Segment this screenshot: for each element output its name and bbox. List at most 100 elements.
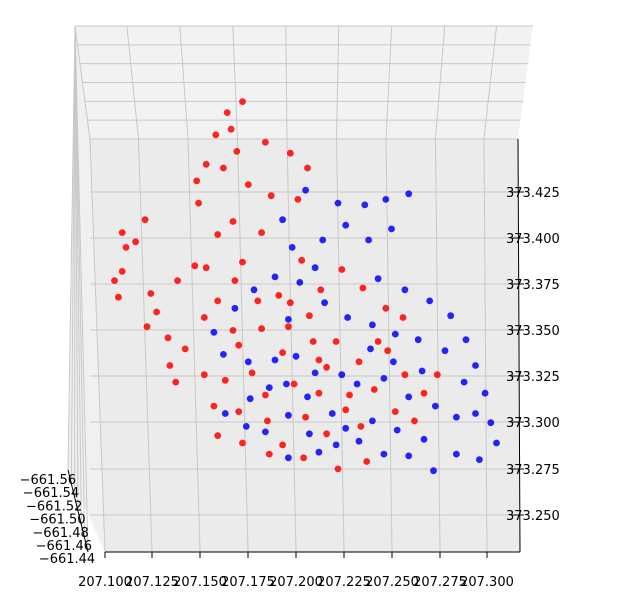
y-tick-label: −661.44 <box>39 552 95 567</box>
data-point-series-1 <box>202 160 210 168</box>
grid-line-y-left <box>74 25 82 525</box>
pane-floor <box>90 139 520 552</box>
z-tick-label: 373.400 <box>506 232 560 247</box>
data-point-series-1 <box>382 304 390 312</box>
data-point-series-1 <box>118 268 126 275</box>
data-point-series-2 <box>342 424 350 432</box>
data-point-series-1 <box>370 386 378 393</box>
data-point-series-2 <box>321 299 328 307</box>
z-tick-label: 373.425 <box>506 186 560 201</box>
x-tick-label: 207.300 <box>460 575 514 590</box>
data-point-series-1 <box>258 325 265 332</box>
data-point-series-1 <box>181 345 189 353</box>
z-tick-label: 373.350 <box>506 324 560 339</box>
data-point-series-2 <box>231 304 239 312</box>
data-point-series-1 <box>174 277 182 284</box>
data-point-series-1 <box>306 312 313 320</box>
data-point-series-2 <box>279 216 286 224</box>
data-point-series-2 <box>304 393 311 401</box>
data-point-series-1 <box>384 347 392 355</box>
data-point-series-1 <box>118 229 126 237</box>
y-tick-label: −661.48 <box>32 526 88 541</box>
data-point-series-2 <box>476 456 483 463</box>
data-point-series-2 <box>210 328 218 336</box>
data-point-series-1 <box>275 292 283 299</box>
data-point-series-2 <box>250 286 258 294</box>
data-point-series-2 <box>382 196 390 203</box>
data-point-series-2 <box>296 279 304 286</box>
x-tick-label: 207.275 <box>413 575 467 590</box>
z-tick-label: 373.250 <box>506 509 560 524</box>
data-point-series-2 <box>453 450 460 458</box>
y-tick-label: −661.52 <box>26 499 82 514</box>
data-point-series-1 <box>202 264 210 272</box>
data-point-series-2 <box>418 367 426 375</box>
data-point-series-1 <box>401 371 409 379</box>
data-point-series-1 <box>265 450 273 458</box>
data-point-series-2 <box>271 356 279 364</box>
data-point-series-2 <box>487 419 495 427</box>
grid-line-x <box>236 138 249 553</box>
data-point-series-1 <box>332 338 340 345</box>
data-point-series-1 <box>231 277 239 284</box>
data-point-series-2 <box>365 236 372 244</box>
data-point-series-1 <box>317 286 325 294</box>
data-point-series-2 <box>405 190 413 198</box>
data-point-series-2 <box>334 199 342 207</box>
data-point-series-1 <box>294 196 302 203</box>
data-point-series-1 <box>227 125 235 133</box>
data-point-series-2 <box>271 273 279 281</box>
data-point-series-2 <box>285 411 292 419</box>
data-point-series-1 <box>267 192 275 200</box>
data-point-series-1 <box>200 371 208 379</box>
data-point-series-1 <box>239 439 246 447</box>
x-tick-label: 207.200 <box>269 575 323 590</box>
data-point-series-1 <box>298 256 306 264</box>
data-point-series-1 <box>254 297 262 305</box>
z-tick-label: 373.300 <box>506 416 560 431</box>
data-point-series-2 <box>283 380 290 388</box>
data-point-series-2 <box>221 410 229 417</box>
data-point-series-2 <box>380 450 388 458</box>
data-point-series-1 <box>315 389 323 397</box>
data-point-series-2 <box>367 345 374 353</box>
x-tick-label: 207.150 <box>173 575 227 590</box>
z-tick-label: 373.375 <box>506 278 560 293</box>
data-point-series-2 <box>244 358 252 366</box>
data-point-series-2 <box>414 336 422 344</box>
data-point-series-2 <box>493 439 500 447</box>
data-point-series-2 <box>306 430 313 438</box>
axes <box>67 138 524 558</box>
grid-lines <box>67 25 533 553</box>
data-point-series-1 <box>323 363 330 371</box>
data-point-series-2 <box>430 467 437 475</box>
y-tick-label: −661.50 <box>29 513 85 528</box>
data-point-series-1 <box>147 290 155 297</box>
grid-line-x <box>286 138 297 553</box>
grid-line-x <box>483 138 488 553</box>
data-point-series-1 <box>212 131 220 139</box>
data-point-series-1 <box>143 323 151 331</box>
data-point-series-2 <box>342 221 350 229</box>
data-point-series-1 <box>285 323 292 331</box>
grid-line-y-left <box>74 25 89 553</box>
x-tick-label: 207.250 <box>365 575 419 590</box>
data-point-series-2 <box>353 380 361 388</box>
data-point-series-2 <box>344 314 351 321</box>
data-point-series-2 <box>380 375 388 382</box>
data-point-series-2 <box>361 201 369 209</box>
data-point-series-2 <box>285 454 292 462</box>
data-point-series-1 <box>214 231 222 238</box>
data-point-series-1 <box>346 391 353 399</box>
data-point-series-2 <box>453 413 460 421</box>
data-point-series-1 <box>286 299 294 307</box>
z-tick-label: 373.275 <box>506 463 560 478</box>
data-point-series-2 <box>426 297 434 305</box>
data-point-series-2 <box>388 225 395 233</box>
data-point-series-2 <box>393 426 401 434</box>
data-point-series-2 <box>374 275 382 283</box>
data-point-series-1 <box>262 391 269 399</box>
data-point-series-2 <box>472 410 479 417</box>
x-tick-label: 207.100 <box>78 575 132 590</box>
data-point-series-2 <box>265 384 273 391</box>
